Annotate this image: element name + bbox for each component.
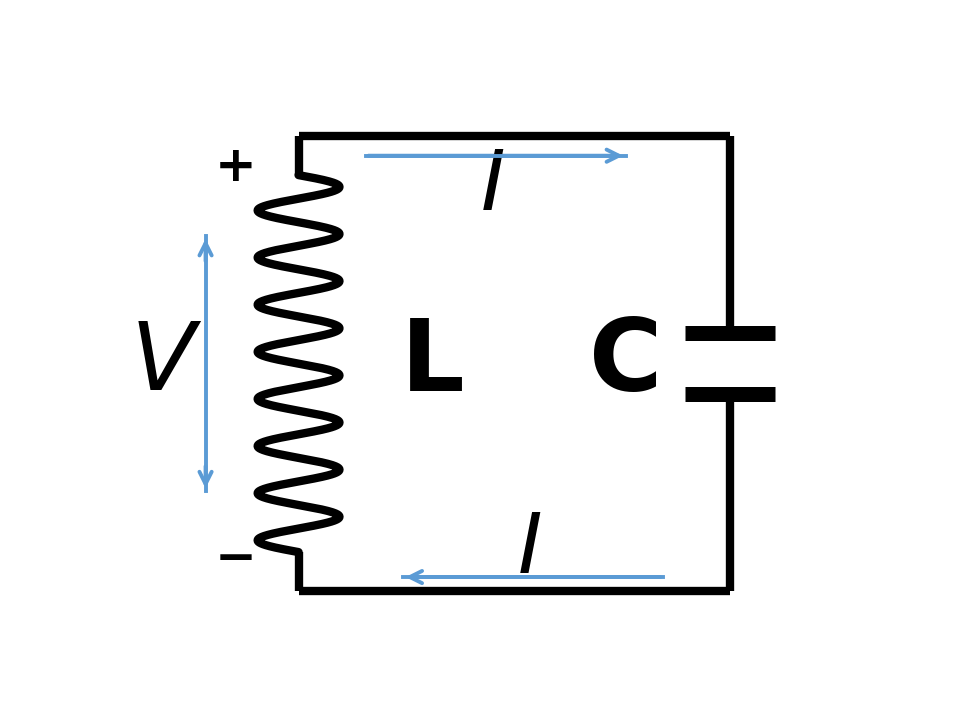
Text: C: C — [589, 315, 662, 412]
Text: −: − — [214, 535, 256, 582]
Text: $I$: $I$ — [517, 509, 541, 590]
Text: +: + — [214, 143, 256, 191]
Text: $V$: $V$ — [130, 318, 203, 410]
Text: L: L — [400, 315, 465, 412]
Text: $I$: $I$ — [480, 145, 504, 227]
